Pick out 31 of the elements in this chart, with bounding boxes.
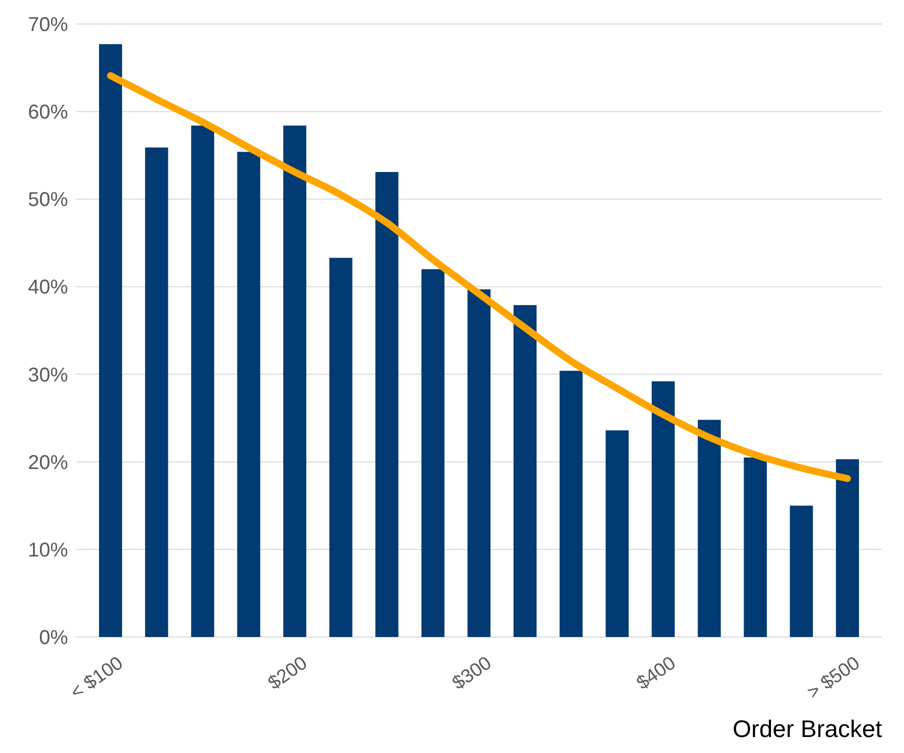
y-tick-label: 40% <box>28 276 68 299</box>
bar <box>744 457 767 637</box>
bar <box>191 126 214 637</box>
y-tick-label: 20% <box>28 452 68 474</box>
x-tick-label: > $500 <box>804 652 864 704</box>
y-tick-label: 60% <box>28 102 68 124</box>
bar <box>375 172 398 637</box>
y-tick-label: 70% <box>28 14 68 36</box>
y-tick-label: 10% <box>28 539 68 562</box>
bar <box>467 289 491 637</box>
x-tick-label: $200 <box>264 652 312 694</box>
bar <box>606 430 629 637</box>
x-tick-label: < $100 <box>66 652 128 704</box>
bar <box>283 126 306 637</box>
bar <box>514 305 537 637</box>
bar <box>836 459 859 637</box>
bar <box>560 370 583 637</box>
bar <box>99 44 122 637</box>
bar <box>421 269 444 637</box>
y-tick-label: 30% <box>28 364 68 386</box>
bar <box>790 506 813 637</box>
bar <box>652 381 675 637</box>
x-tick-label: $400 <box>633 652 680 694</box>
y-tick-label: 0% <box>39 627 68 649</box>
x-axis-title: Order Bracket <box>732 716 882 743</box>
bar <box>145 147 168 637</box>
y-tick-label: 50% <box>28 189 68 212</box>
bar <box>698 420 721 637</box>
x-tick-label: $300 <box>448 652 496 694</box>
bar <box>237 152 260 637</box>
bar <box>329 258 352 637</box>
